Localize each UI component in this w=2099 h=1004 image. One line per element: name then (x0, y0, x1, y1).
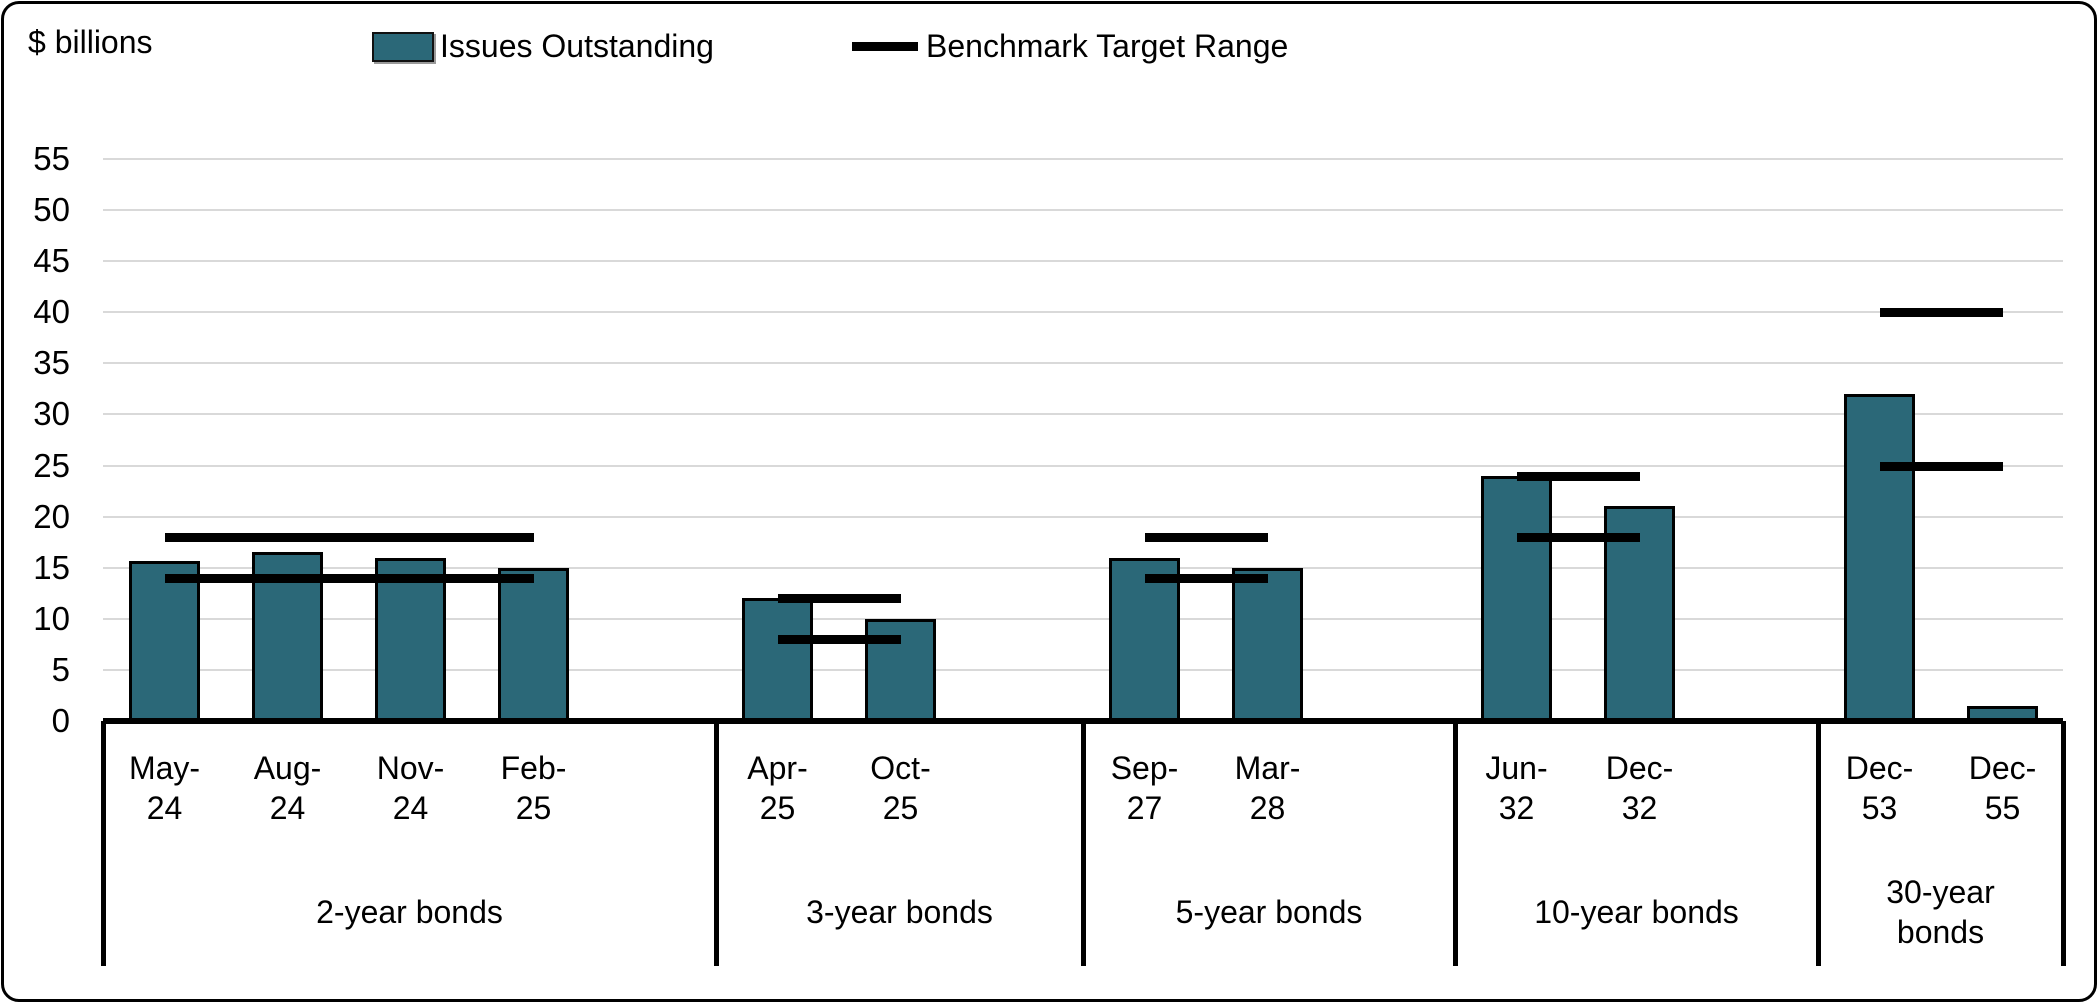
y-tick-label-25: 25 (33, 446, 70, 484)
bar-Dec-55 (1967, 705, 2038, 721)
category-label-Dec-32: Dec- 32 (1605, 750, 1674, 826)
y-tick-label-5: 5 (51, 650, 70, 688)
category-label-Feb-25: Feb- 25 (500, 750, 567, 826)
category-label-Apr-25: Apr- 25 (747, 750, 808, 826)
benchmark-upper-line-3-year-bonds (777, 594, 901, 604)
benchmark-upper-line-30-year-bonds (1879, 308, 2003, 318)
bar-May-24 (129, 560, 200, 721)
bar-Dec-53 (1844, 394, 1915, 721)
y-tick-label-0: 0 (51, 702, 70, 739)
y-tick-label-55: 55 (33, 140, 70, 177)
category-label-Dec-53: Dec- 53 (1845, 750, 1914, 826)
category-label-Oct-25: Oct- 25 (870, 750, 931, 826)
legend-label-benchmark-target-range: Benchmark Target Range (926, 28, 1289, 64)
y-tick-label-50: 50 (33, 191, 70, 229)
y-axis-title: $ billions (28, 24, 153, 60)
gridline-30 (103, 413, 2063, 416)
benchmark-upper-line-2-year-bonds (164, 533, 534, 543)
group-divider (1453, 721, 1458, 966)
bar-Jun-32 (1481, 475, 1552, 721)
group-label-text: 3-year bonds (806, 894, 993, 930)
benchmark-lower-line-3-year-bonds (777, 635, 901, 645)
y-tick-label-45: 45 (33, 242, 70, 280)
gridline-25 (103, 464, 2063, 467)
legend-item-benchmark-target-range: Benchmark Target Range (852, 28, 1288, 65)
bar-Apr-25 (742, 598, 813, 721)
group-label-text: 30-year bonds (1886, 874, 1995, 950)
category-label-Nov-24: Nov- 24 (376, 750, 445, 826)
benchmark-lower-line-5-year-bonds (1144, 573, 1268, 583)
axis-right-border (2061, 721, 2066, 966)
bar-swatch-icon (372, 31, 434, 62)
category-label-Jun-32: Jun- 32 (1485, 750, 1548, 826)
category-label-Dec-55: Dec- 55 (1968, 750, 2037, 826)
bar-Mar-28 (1232, 567, 1303, 721)
bar-Feb-25 (498, 567, 569, 721)
category-label-Aug-24: Aug- 24 (253, 750, 322, 826)
y-tick-label-15: 15 (33, 548, 70, 586)
group-label-3-year-bonds: 3-year bonds (716, 862, 1083, 962)
gridline-50 (103, 209, 2063, 212)
line-swatch-icon (852, 42, 918, 51)
gridline-20 (103, 515, 2063, 518)
gridline-45 (103, 260, 2063, 263)
group-label-2-year-bonds: 2-year bonds (103, 862, 716, 962)
category-label-May-24: May- 24 (128, 750, 201, 826)
benchmark-upper-line-5-year-bonds (1144, 533, 1268, 543)
category-label-Mar-28: Mar- 28 (1234, 750, 1301, 826)
group-label-text: 5-year bonds (1175, 894, 1363, 930)
gridline-35 (103, 362, 2063, 365)
group-label-30-year-bonds: 30-year bonds (1818, 862, 2063, 962)
y-tick-label-30: 30 (33, 395, 70, 433)
gridline-5 (103, 668, 2063, 671)
gridline-10 (103, 617, 2063, 620)
bar-Nov-24 (375, 557, 446, 721)
group-divider (1081, 721, 1086, 966)
legend-label-issues-outstanding: Issues Outstanding (440, 28, 714, 64)
bar-Sep-27 (1109, 557, 1180, 721)
y-tick-label-40: 40 (33, 293, 70, 331)
category-label-Sep-27: Sep- 27 (1110, 750, 1179, 826)
legend-item-issues-outstanding: Issues Outstanding (372, 28, 714, 65)
benchmark-lower-line-10-year-bonds (1516, 533, 1640, 543)
gridline-40 (103, 311, 2063, 314)
benchmark-upper-line-10-year-bonds (1516, 471, 1640, 481)
y-tick-label-10: 10 (33, 599, 70, 637)
group-divider (1816, 721, 1821, 966)
group-label-text: 10-year bonds (1534, 894, 1739, 930)
bar-Dec-32 (1604, 506, 1675, 721)
benchmark-lower-line-2-year-bonds (164, 573, 534, 583)
y-tick-label-20: 20 (33, 497, 70, 535)
group-label-text: 2-year bonds (316, 894, 503, 930)
group-label-10-year-bonds: 10-year bonds (1455, 862, 1818, 962)
benchmark-lower-line-30-year-bonds (1879, 461, 2003, 471)
gridline-15 (103, 566, 2063, 569)
group-label-5-year-bonds: 5-year bonds (1083, 862, 1455, 962)
group-divider (714, 721, 719, 966)
bar-Oct-25 (865, 618, 936, 721)
axis-left-border (101, 721, 106, 966)
y-tick-label-35: 35 (33, 344, 70, 382)
gridline-55 (103, 158, 2063, 160)
